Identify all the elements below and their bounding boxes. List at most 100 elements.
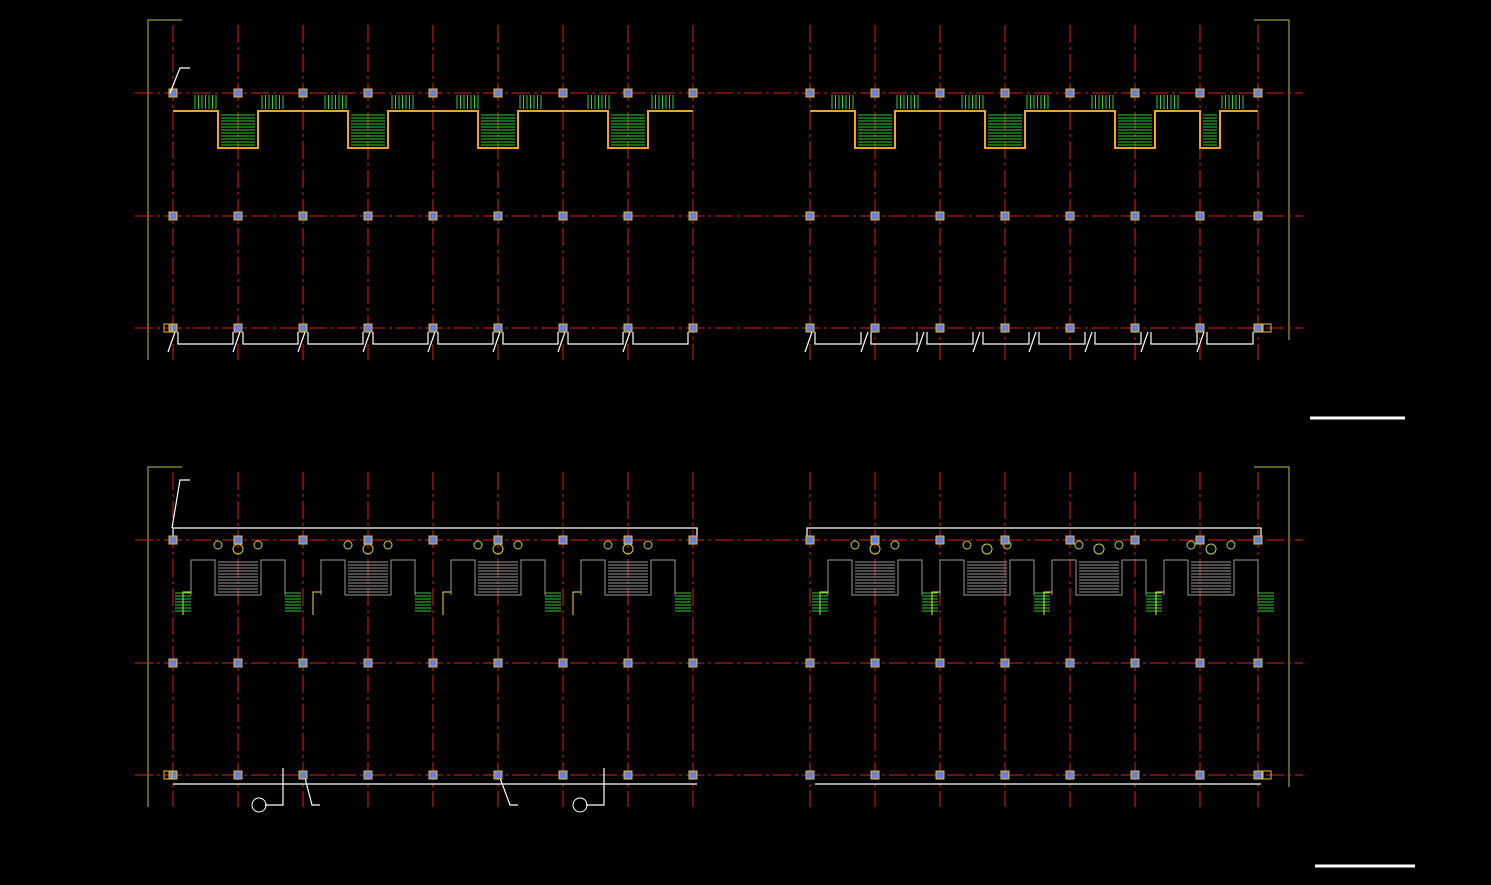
column xyxy=(1130,535,1140,545)
leader xyxy=(167,331,176,353)
column xyxy=(688,658,698,668)
column xyxy=(623,88,633,98)
column xyxy=(1130,88,1140,98)
column xyxy=(870,770,880,780)
column xyxy=(363,770,373,780)
column-marker xyxy=(1262,323,1272,333)
stair-well xyxy=(320,559,416,596)
bay-outline xyxy=(567,332,624,345)
column xyxy=(935,658,945,668)
ornament xyxy=(890,540,900,550)
stair-well xyxy=(1163,559,1259,596)
leader xyxy=(362,331,371,353)
bay-outline xyxy=(502,332,559,345)
leader xyxy=(169,67,190,94)
wall xyxy=(1043,591,1052,615)
column xyxy=(805,658,815,668)
column xyxy=(870,323,880,333)
wall xyxy=(931,591,940,615)
bay-outline xyxy=(372,332,429,345)
leader xyxy=(492,331,501,353)
ornament xyxy=(473,540,483,550)
ornament xyxy=(1114,540,1124,550)
bay-outline xyxy=(1150,332,1198,345)
column xyxy=(1130,658,1140,668)
column xyxy=(1253,211,1263,221)
column xyxy=(805,88,815,98)
bay-outline xyxy=(242,332,299,345)
ornament xyxy=(383,540,393,550)
column xyxy=(298,211,308,221)
wall xyxy=(1155,591,1164,615)
ornament xyxy=(643,540,653,550)
leader xyxy=(304,777,320,806)
column xyxy=(168,770,178,780)
column xyxy=(1065,323,1075,333)
bay-outline xyxy=(926,332,974,345)
column xyxy=(493,658,503,668)
door-swing xyxy=(572,797,588,813)
column xyxy=(558,658,568,668)
column xyxy=(688,211,698,221)
stair-well xyxy=(827,559,923,596)
stair-well xyxy=(580,559,676,596)
leader xyxy=(297,331,306,353)
bay-outline xyxy=(177,332,234,345)
column xyxy=(428,323,438,333)
column xyxy=(935,770,945,780)
column xyxy=(1000,770,1010,780)
leader xyxy=(804,331,813,353)
column xyxy=(1195,323,1205,333)
column xyxy=(688,88,698,98)
column xyxy=(363,658,373,668)
column xyxy=(558,211,568,221)
door-swing xyxy=(251,797,267,813)
column xyxy=(558,535,568,545)
ornament xyxy=(981,543,993,555)
stair-well xyxy=(190,559,286,596)
ornament xyxy=(850,540,860,550)
leader xyxy=(1084,331,1093,353)
column xyxy=(1253,770,1263,780)
ornament xyxy=(1226,540,1236,550)
column xyxy=(363,211,373,221)
frame-line xyxy=(1254,466,1290,787)
column xyxy=(1253,535,1263,545)
wall xyxy=(572,591,581,615)
leader xyxy=(916,331,925,353)
column xyxy=(1000,658,1010,668)
stair-well xyxy=(450,559,546,596)
column xyxy=(233,770,243,780)
column xyxy=(1130,211,1140,221)
outline xyxy=(172,527,698,540)
leader xyxy=(586,768,605,806)
column xyxy=(935,211,945,221)
column-marker xyxy=(1262,770,1272,780)
bay-outline xyxy=(870,332,918,345)
column xyxy=(493,323,503,333)
column xyxy=(623,323,633,333)
column xyxy=(935,323,945,333)
column xyxy=(1065,88,1075,98)
stair-well xyxy=(1051,559,1147,596)
column xyxy=(1000,88,1010,98)
column xyxy=(298,770,308,780)
leader xyxy=(622,331,631,353)
ornament xyxy=(513,540,523,550)
column xyxy=(428,211,438,221)
ornament xyxy=(1093,543,1105,555)
leader xyxy=(860,331,869,353)
column xyxy=(1253,88,1263,98)
column xyxy=(363,323,373,333)
wall xyxy=(810,110,1258,149)
ornament xyxy=(603,540,613,550)
column xyxy=(558,88,568,98)
wall xyxy=(173,110,693,149)
column xyxy=(428,88,438,98)
column xyxy=(623,535,633,545)
ornament xyxy=(1074,540,1084,550)
column xyxy=(805,323,815,333)
column xyxy=(688,323,698,333)
